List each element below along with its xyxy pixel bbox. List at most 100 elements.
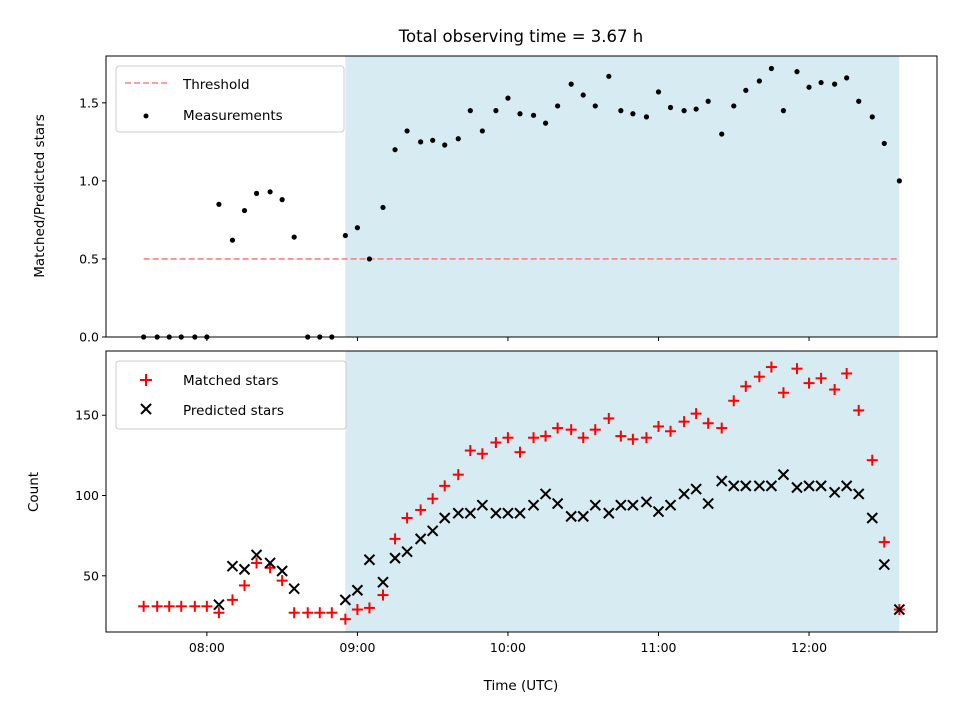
- top-legend: Threshold Measurements: [115, 65, 345, 133]
- predicted-star-point: [514, 507, 526, 519]
- measurement-point: [869, 114, 875, 120]
- matched-star-point: [829, 384, 841, 396]
- measurement-point: [517, 111, 523, 117]
- measurement-point: [606, 73, 612, 79]
- predicted-star-point: [213, 598, 225, 611]
- measurement-point: [479, 128, 485, 134]
- measurement-point: [442, 142, 448, 148]
- predicted-star-point: [490, 507, 502, 519]
- measurement-point: [430, 137, 436, 143]
- y-tick-label: 50: [83, 568, 99, 583]
- legend-measurements-label: Measurements: [183, 108, 283, 124]
- matched-star-point: [841, 367, 853, 379]
- chart-title: Total observing time = 3.67 h: [398, 27, 643, 46]
- measurement-point: [667, 104, 674, 111]
- top-plot-frame: [105, 55, 938, 338]
- predicted-star-point: [640, 496, 653, 508]
- predicted-star-point: [363, 554, 376, 566]
- predicted-star-point: [840, 480, 853, 492]
- measurement-point: [366, 256, 373, 262]
- predicted-star-point: [765, 480, 778, 492]
- measurement-point: [404, 128, 410, 134]
- measurement-point: [794, 69, 800, 75]
- measurement-point: [493, 108, 499, 114]
- matched-star-point: [603, 412, 615, 424]
- matched-star-point: [728, 395, 740, 407]
- measurement-point: [618, 108, 624, 114]
- matched-star-point: [565, 424, 577, 436]
- predicted-star-point: [615, 499, 627, 511]
- matched-star-point: [251, 557, 263, 569]
- matched-star-point: [439, 480, 451, 492]
- matched-star-point: [377, 589, 389, 601]
- matched-star-point: [740, 380, 752, 392]
- y-tick-label: 0.5: [79, 251, 99, 266]
- predicted-star-point: [377, 576, 389, 588]
- measurement-point: [267, 189, 273, 195]
- measurement-point: [253, 190, 260, 196]
- bottom-plot-frame: [105, 350, 938, 633]
- matched-star-point: [302, 607, 314, 619]
- matched-star-point: [476, 448, 488, 460]
- matched-star-point: [288, 607, 300, 619]
- x-axis-label: Time (UTC): [483, 678, 559, 694]
- matched-star-point: [791, 363, 803, 375]
- y-tick-label: 150: [75, 408, 99, 423]
- measurement-point: [806, 84, 812, 90]
- matched-star-point: [702, 417, 714, 429]
- bottom-y-axis-label: Count: [26, 472, 42, 512]
- predicted-star-point: [791, 481, 803, 494]
- x-tick-label: 08:00: [189, 640, 225, 655]
- matched-star-point: [213, 607, 225, 619]
- predicted-star-point: [603, 507, 615, 519]
- measurement-point: [418, 139, 424, 145]
- matched-star-point: [627, 433, 639, 445]
- measurement-point: [844, 75, 850, 81]
- measurement-point: [719, 131, 725, 137]
- x-tick-label: 12:00: [791, 640, 827, 655]
- predicted-star-point: [577, 510, 589, 523]
- predicted-star-point: [589, 499, 601, 511]
- measurement-point: [380, 204, 386, 211]
- predicted-star-point: [351, 584, 364, 596]
- predicted-star-point: [401, 546, 413, 558]
- matched-star-point: [363, 602, 375, 614]
- predicted-star-point: [878, 558, 891, 571]
- y-tick-label: 1.5: [79, 95, 99, 110]
- predicted-star-point: [476, 499, 489, 511]
- legend-matched-label: Matched stars: [183, 373, 279, 389]
- measurement-point: [455, 136, 461, 142]
- measurement-point: [743, 87, 749, 93]
- matched-star-point: [577, 432, 589, 444]
- matched-star-point: [415, 504, 427, 516]
- matched-star-point: [615, 430, 627, 442]
- predicted-star-point: [264, 557, 276, 569]
- predicted-star-point: [853, 488, 865, 500]
- predicted-star-point: [339, 594, 352, 606]
- bottom-panel: 50 100 150 08:00 09:00 10:00 11:00 12:00 Count…: [26, 350, 938, 694]
- measurement-point: [643, 114, 650, 120]
- predicted-star-point: [426, 525, 439, 537]
- predicted-star-point: [250, 549, 263, 561]
- matched-star-point: [389, 533, 401, 545]
- predicted-star-point: [551, 497, 564, 510]
- measurement-point: [542, 120, 549, 126]
- measurement-point: [705, 98, 711, 104]
- y-tick-label: 1.0: [79, 173, 99, 188]
- matched-star-point: [452, 469, 464, 481]
- measurement-point: [592, 103, 598, 109]
- matched-star-point: [239, 579, 250, 591]
- x-tick-label: 11:00: [640, 640, 676, 655]
- matched-star-point: [853, 404, 865, 416]
- matched-star-point: [490, 437, 502, 449]
- predicted-star-point: [893, 603, 906, 616]
- measurement-point: [768, 65, 775, 72]
- measurement-point: [216, 201, 222, 207]
- predicted-star-point: [815, 480, 827, 492]
- bottom-legend-box: [115, 360, 347, 430]
- x-tick-label: 09:00: [339, 640, 375, 655]
- matched-star-point: [878, 536, 890, 548]
- measurement-point: [630, 111, 636, 117]
- measurement-point: [756, 78, 762, 84]
- matched-star-point: [665, 425, 677, 437]
